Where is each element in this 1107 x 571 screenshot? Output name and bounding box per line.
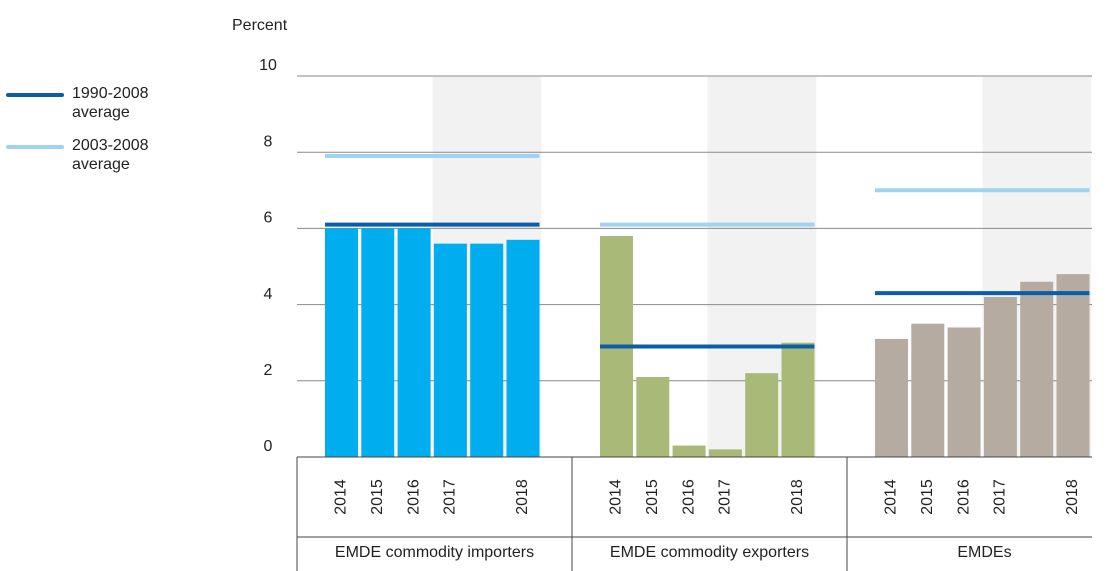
- group-label: EMDEs: [957, 544, 1012, 561]
- bar: [911, 323, 945, 457]
- x-tick-label: 2014: [883, 479, 900, 515]
- x-tick-label: 2016: [405, 479, 422, 515]
- bar: [470, 243, 504, 457]
- bar: [947, 327, 981, 457]
- bar: [1056, 274, 1090, 457]
- x-tick-label: 2015: [369, 479, 386, 515]
- x-tick-label: 2016: [680, 479, 697, 515]
- legend-label: 1990-2008 average: [72, 85, 149, 121]
- bar: [672, 445, 706, 457]
- x-tick-label: 2015: [919, 479, 936, 515]
- group-label: EMDE commodity exporters: [609, 544, 810, 561]
- bar: [983, 296, 1017, 457]
- x-tick-label: 2018: [789, 479, 806, 515]
- x-tick-label: 2015: [644, 479, 661, 515]
- y-tick-label: 4: [264, 286, 273, 303]
- y-axis-label: Percent: [232, 17, 288, 34]
- bar: [875, 338, 908, 457]
- bar: [781, 342, 815, 457]
- x-tick-label: 2018: [1064, 479, 1081, 515]
- bar: [397, 228, 431, 457]
- x-tick-label: 2014: [333, 479, 350, 515]
- y-tick-label: 8: [264, 133, 273, 150]
- x-tick-label: 2017: [717, 479, 734, 515]
- y-tick-label: 0: [264, 438, 273, 455]
- legend-label: 2003-2008 average: [72, 137, 149, 173]
- bar: [506, 239, 540, 457]
- x-tick-label: 2017: [992, 479, 1009, 515]
- bar: [636, 376, 670, 457]
- x-tick-label: 2016: [955, 479, 972, 515]
- bar: [433, 243, 467, 457]
- y-tick-label: 10: [259, 57, 277, 74]
- x-tick-label: 2014: [608, 479, 625, 515]
- y-tick-label: 6: [264, 210, 273, 227]
- bar: [325, 228, 358, 457]
- bar: [745, 373, 779, 457]
- x-tick-label: 2017: [442, 479, 459, 515]
- bar: [1020, 281, 1054, 457]
- group-label: EMDE commodity importers: [334, 544, 535, 561]
- y-tick-label: 2: [264, 362, 273, 379]
- x-tick-label: 2018: [514, 479, 531, 515]
- bar: [361, 228, 395, 457]
- bar: [708, 449, 742, 457]
